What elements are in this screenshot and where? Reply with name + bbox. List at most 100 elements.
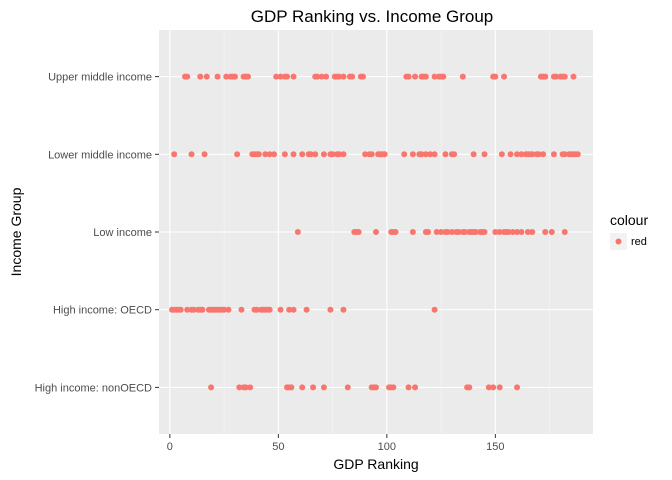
data-point [184,73,191,80]
data-point [310,384,317,391]
data-point [422,151,429,158]
data-point [197,73,204,80]
data-point [381,151,388,158]
data-point [505,229,512,235]
data-point [518,229,525,235]
data-point [373,384,379,391]
x-tick-label: 0 [167,441,173,453]
data-point [225,306,232,313]
data-point [514,229,521,235]
data-point [208,384,215,391]
data-point [459,73,466,80]
data-point [188,151,195,158]
data-point [561,151,568,158]
data-point [299,384,306,391]
data-point [412,73,419,80]
data-point [373,229,379,235]
data-point [201,151,208,158]
legend: colour red [610,212,648,250]
legend-key-dot [615,238,622,245]
data-point [550,151,557,158]
data-point [507,151,514,158]
data-point [312,151,319,158]
data-point [553,73,560,80]
x-tick-label: 150 [486,441,504,453]
data-point [529,151,536,158]
data-point [455,229,462,235]
data-point [431,151,438,158]
data-point [236,384,243,391]
data-point [303,306,310,313]
data-point [355,229,362,235]
data-point [431,306,438,313]
data-point [425,229,432,235]
data-point [442,151,449,158]
data-point [247,384,254,391]
data-point [277,306,284,313]
data-point [349,73,356,80]
data-point [466,384,473,391]
data-point [329,151,336,158]
data-point [524,229,531,235]
data-point [336,151,343,158]
data-point [290,73,297,80]
data-point [574,151,581,158]
data-point [221,306,228,313]
data-point [401,151,408,158]
data-point [481,151,488,158]
data-point [273,73,280,80]
data-point [496,229,503,235]
data-point [314,73,321,80]
data-point [409,151,416,158]
data-point [514,151,521,158]
data-point [461,229,468,235]
y-tick-label: Low income [93,227,152,239]
data-point [244,73,251,80]
data-point [518,151,525,158]
data-point [336,73,343,80]
data-point [266,151,273,158]
data-point [286,306,293,313]
data-point [390,384,397,391]
data-point [253,306,260,313]
data-point [362,151,369,158]
data-point [255,151,262,158]
data-point [199,306,206,313]
data-point [203,73,210,80]
data-point [281,151,288,158]
data-point [242,384,249,391]
data-point [405,73,412,80]
data-point [438,229,445,235]
data-point [548,229,555,235]
data-points [169,73,581,391]
data-point [570,73,577,80]
y-axis-ticks: High income: nonOECD High income: OECD Low… [35,72,159,394]
data-point [184,306,191,313]
data-point [433,229,440,235]
data-point [359,73,366,80]
chart-title: GDP Ranking vs. Income Group [251,7,494,26]
data-point [509,229,516,235]
data-point [231,73,238,80]
data-point [492,229,499,235]
data-point [542,229,549,235]
data-point [234,151,241,158]
data-point [470,151,477,158]
data-point [405,384,412,391]
legend-label: red [631,236,647,248]
data-point [418,151,425,158]
data-point [190,306,197,313]
y-tick-label: Upper middle income [48,72,152,84]
data-point [277,73,284,80]
data-point [177,306,184,313]
data-point [448,229,455,235]
data-point [529,229,536,235]
data-point [340,151,347,158]
x-axis-ticks: 0 50 100 150 [167,434,505,453]
data-point [223,73,230,80]
data-point [514,384,521,391]
data-point [490,384,497,391]
data-point [323,73,330,80]
x-tick-label: 100 [378,441,396,453]
